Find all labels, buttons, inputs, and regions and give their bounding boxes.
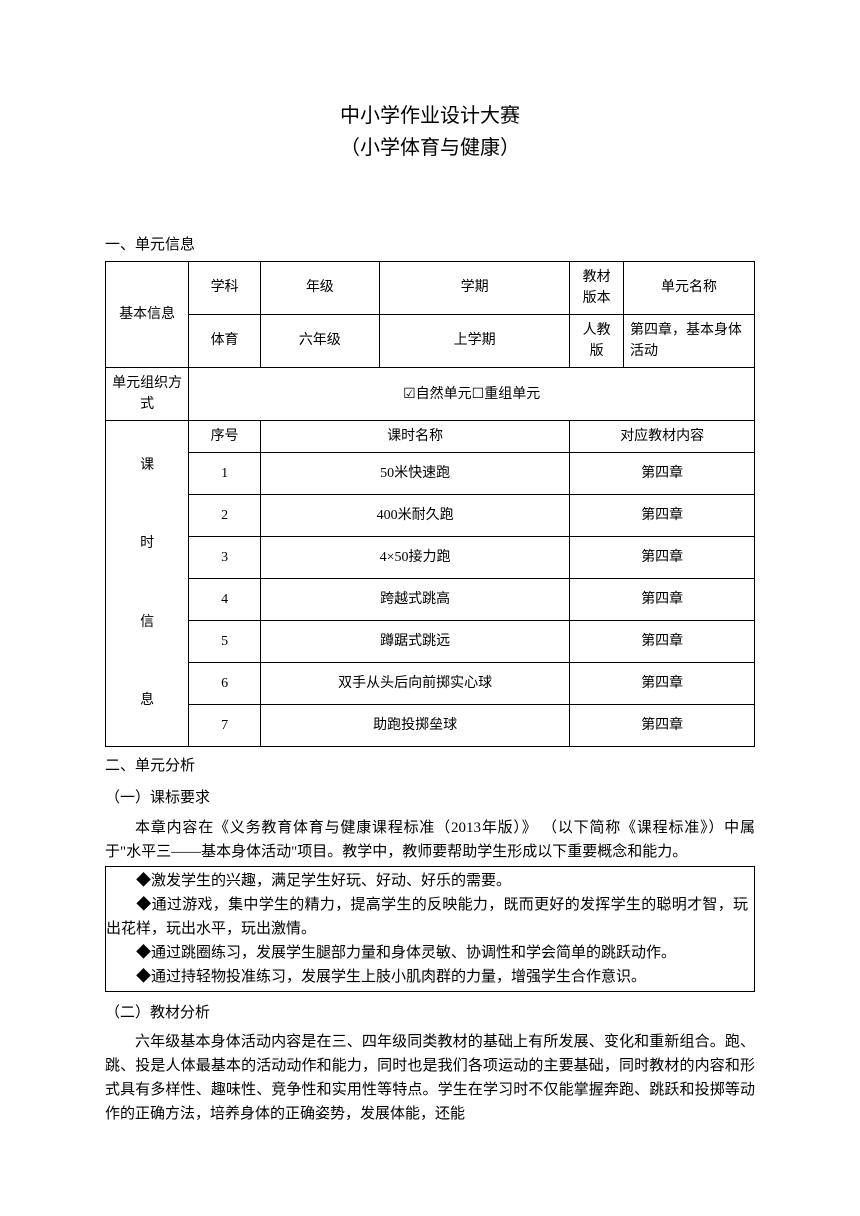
table-header-row: 基本信息 学科 年级 学期 教材版本 单元名称 [106,261,755,314]
lesson-row: 7 助跑投掷垒球 第四章 [106,704,755,746]
option-natural: 自然单元 [416,387,472,402]
lesson-content: 第四章 [570,536,755,578]
value-textbook: 人教版 [570,314,624,367]
lesson-row: 1 50米快速跑 第四章 [106,452,755,494]
lesson-info-label: 课时信息 [106,420,189,746]
checkbox-checked-icon: ☑ [403,385,416,401]
table-values-row: 体育 六年级 上学期 人教版 第四章，基本身体活动 [106,314,755,367]
lesson-name: 50米快速跑 [260,452,570,494]
lesson-content: 第四章 [570,620,755,662]
bullet-box: ◆激发学生的兴趣，满足学生好玩、好动、好乐的需要。 ◆通过游戏，集中学生的精力，… [105,866,755,992]
header-textbook: 教材版本 [570,261,624,314]
bullet-item: ◆激发学生的兴趣，满足学生好玩、好动、好乐的需要。 [106,869,748,893]
lesson-content: 第四章 [570,452,755,494]
checkbox-unchecked-icon: ☐ [472,385,485,401]
section-2-header: 二、单元分析 [105,755,755,778]
lesson-name: 跨越式跳高 [260,578,570,620]
lesson-row: 4 跨越式跳高 第四章 [106,578,755,620]
header-unitname: 单元名称 [623,261,754,314]
unit-org-row: 单元组织方式 ☑自然单元☐重组单元 [106,367,755,420]
lesson-num: 7 [189,704,260,746]
unit-info-table: 基本信息 学科 年级 学期 教材版本 单元名称 体育 六年级 上学期 人教版 第… [105,261,755,747]
curriculum-para: 本章内容在《义务教育体育与健康课程标准（2013年版）》 （以下简称《课程标准》… [105,816,755,864]
value-unitname: 第四章，基本身体活动 [623,314,754,367]
lesson-content: 第四章 [570,494,755,536]
lesson-name: 助跑投掷垒球 [260,704,570,746]
unit-org-options: ☑自然单元☐重组单元 [189,367,755,420]
lesson-header-content: 对应教材内容 [570,420,755,452]
textbook-analysis-para: 六年级基本身体活动内容是在三、四年级同类教材的基础上有所发展、变化和重新组合。跑… [105,1030,755,1126]
lesson-content: 第四章 [570,704,755,746]
bullet-item: ◆通过跳圈练习，发展学生腿部力量和身体灵敏、协调性和学会简单的跳跃动作。 [106,941,748,965]
lesson-header-row: 课时信息 序号 课时名称 对应教材内容 [106,420,755,452]
value-semester: 上学期 [379,314,570,367]
lesson-row: 2 400米耐久跑 第四章 [106,494,755,536]
lesson-num: 1 [189,452,260,494]
lesson-num: 2 [189,494,260,536]
lesson-num: 4 [189,578,260,620]
lesson-row: 6 双手从头后向前掷实心球 第四章 [106,662,755,704]
basic-info-label: 基本信息 [106,261,189,367]
lesson-name: 4×50接力跑 [260,536,570,578]
lesson-header-num: 序号 [189,420,260,452]
header-semester: 学期 [379,261,570,314]
unit-org-label: 单元组织方式 [106,367,189,420]
lesson-header-name: 课时名称 [260,420,570,452]
subsection-title: （一）课标要求 [105,787,755,810]
lesson-row: 3 4×50接力跑 第四章 [106,536,755,578]
value-grade: 六年级 [260,314,379,367]
lesson-num: 6 [189,662,260,704]
title-line-2: （小学体育与健康） [105,132,755,164]
title-line-1: 中小学作业设计大赛 [105,100,755,132]
header-grade: 年级 [260,261,379,314]
bullet-item: ◆通过游戏，集中学生的精力，提高学生的反映能力，既而更好的发挥学生的聪明才智，玩… [106,893,748,941]
lesson-content: 第四章 [570,662,755,704]
lesson-name: 双手从头后向前掷实心球 [260,662,570,704]
document-title: 中小学作业设计大赛 （小学体育与健康） [105,100,755,164]
lesson-row: 5 蹲踞式跳远 第四章 [106,620,755,662]
option-reorg: 重组单元 [484,387,540,402]
header-subject: 学科 [189,261,260,314]
subsection-title: （二）教材分析 [105,1002,755,1025]
lesson-num: 5 [189,620,260,662]
section-1-header: 一、单元信息 [105,234,755,257]
lesson-name: 蹲踞式跳远 [260,620,570,662]
lesson-num: 3 [189,536,260,578]
bullet-item: ◆通过持轻物投准练习，发展学生上肢小肌肉群的力量，增强学生合作意识。 [106,965,748,989]
lesson-name: 400米耐久跑 [260,494,570,536]
value-subject: 体育 [189,314,260,367]
lesson-content: 第四章 [570,578,755,620]
